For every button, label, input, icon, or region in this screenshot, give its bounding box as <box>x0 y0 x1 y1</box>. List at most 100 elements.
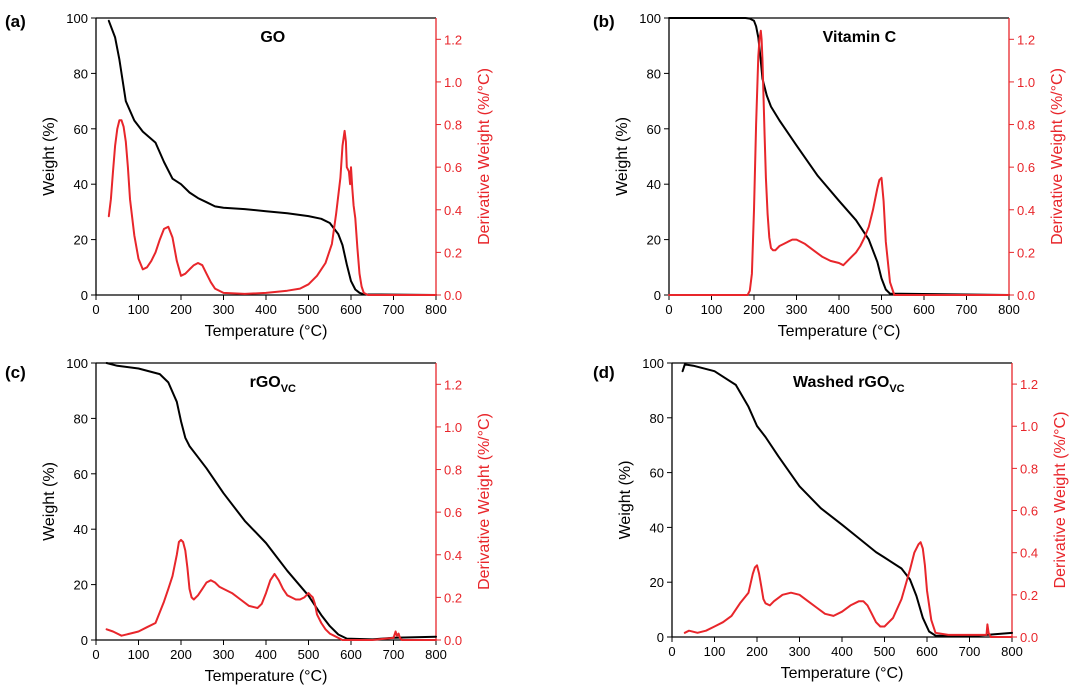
x-tick-label: 700 <box>383 647 405 662</box>
x-axis-title: Temperature (°C) <box>205 668 328 685</box>
y-left-tick-label: 60 <box>647 122 661 137</box>
y-left-tick-label: 40 <box>74 177 88 192</box>
y-left-tick-label: 40 <box>650 520 664 535</box>
x-tick-label: 300 <box>213 647 235 662</box>
y-left-tick-label: 100 <box>642 356 664 371</box>
chart-title-subscript: VC <box>889 383 904 395</box>
y-right-tick-label: 0.8 <box>444 463 462 478</box>
x-tick-label: 200 <box>170 302 192 317</box>
x-tick-label: 600 <box>916 644 938 659</box>
x-tick-label: 200 <box>170 647 192 662</box>
x-tick-label: 400 <box>255 302 277 317</box>
y-left-tick-label: 0 <box>654 288 661 303</box>
y-left-tick-label: 80 <box>74 66 88 81</box>
x-tick-label: 600 <box>913 302 935 317</box>
y-left-axis-title: Weight (%) <box>41 462 58 541</box>
y-right-tick-label: 0.4 <box>444 548 462 563</box>
y-left-tick-label: 40 <box>74 522 88 537</box>
x-tick-label: 400 <box>831 644 853 659</box>
y-left-tick-label: 0 <box>81 288 88 303</box>
x-tick-label: 500 <box>874 644 896 659</box>
y-left-tick-label: 80 <box>650 411 664 426</box>
y-right-axis-title: Derivative Weight (%/°C) <box>1049 68 1066 245</box>
y-right-tick-label: 0.8 <box>1017 118 1035 133</box>
chart-title: Washed rGOVC <box>793 374 905 395</box>
x-tick-label: 500 <box>871 302 893 317</box>
x-axis-title: Temperature (°C) <box>781 665 904 682</box>
x-tick-label: 200 <box>746 644 768 659</box>
y-right-tick-label: 0.4 <box>1017 203 1035 218</box>
x-tick-label: 600 <box>340 302 362 317</box>
y-right-tick-label: 1.0 <box>444 420 462 435</box>
y-left-axis-title: Weight (%) <box>617 461 634 540</box>
y-right-tick-label: 1.2 <box>444 377 462 392</box>
y-right-tick-label: 0.2 <box>1017 245 1035 260</box>
x-axis-title: Temperature (°C) <box>778 323 901 340</box>
x-tick-label: 100 <box>701 302 723 317</box>
y-right-tick-label: 0.0 <box>1017 288 1035 303</box>
y-right-axis-title: Derivative Weight (%/°C) <box>1052 412 1069 589</box>
panel-label: (a) <box>5 12 26 31</box>
panel-b: (b) 0 100 200 300 400 500 600 700 800 0 20 40 60 80 100… <box>593 11 1066 340</box>
y-left-tick-label: 80 <box>647 66 661 81</box>
chart-title: GO <box>260 29 285 46</box>
y-left-tick-label: 20 <box>74 233 88 248</box>
chart-title: Vitamin C <box>823 29 897 46</box>
x-tick-label: 700 <box>383 302 405 317</box>
y-left-tick-label: 20 <box>647 233 661 248</box>
y-right-tick-label: 0.2 <box>444 590 462 605</box>
panel-d: (d) 0 100 200 300 400 500 600 700 800 0 20 40 60 80 100… <box>593 356 1069 682</box>
chart-title-main: Vitamin C <box>823 29 897 46</box>
y-left-tick-label: 60 <box>74 467 88 482</box>
y-right-tick-label: 0.0 <box>1020 630 1038 645</box>
x-tick-label: 500 <box>298 647 320 662</box>
y-left-axis-title: Weight (%) <box>41 117 58 196</box>
y-right-tick-label: 1.2 <box>444 32 462 47</box>
weight-line <box>681 363 1013 638</box>
panel-label: (c) <box>5 363 26 382</box>
chart-title-main: rGO <box>250 374 281 391</box>
x-tick-label: 800 <box>425 647 447 662</box>
x-tick-label: 0 <box>668 644 675 659</box>
panel-label: (d) <box>593 363 615 382</box>
y-right-tick-label: 0.4 <box>444 203 462 218</box>
y-right-tick-label: 0.2 <box>1020 588 1038 603</box>
y-right-tick-label: 0.2 <box>444 245 462 260</box>
x-tick-label: 300 <box>786 302 808 317</box>
y-right-tick-label: 1.0 <box>1017 75 1035 90</box>
y-right-tick-label: 0.6 <box>444 160 462 175</box>
derivative-weight-line <box>668 29 1010 296</box>
y-right-tick-label: 0.0 <box>444 288 462 303</box>
y-left-tick-label: 100 <box>66 11 88 26</box>
x-tick-label: 800 <box>1001 644 1023 659</box>
y-right-tick-label: 1.0 <box>444 75 462 90</box>
chart-title-main: Washed rGO <box>793 374 889 391</box>
panel-a: (a) 0 100 200 300 400 500 600 700 800 0 20 40 60 80 100… <box>5 11 493 340</box>
weight-line <box>107 19 437 296</box>
y-right-tick-label: 0.6 <box>1017 160 1035 175</box>
y-right-tick-label: 1.2 <box>1020 377 1038 392</box>
derivative-weight-line <box>105 538 437 641</box>
x-tick-label: 400 <box>255 647 277 662</box>
y-left-tick-label: 40 <box>647 177 661 192</box>
y-right-tick-label: 1.2 <box>1017 32 1035 47</box>
x-tick-label: 800 <box>998 302 1020 317</box>
x-tick-label: 400 <box>828 302 850 317</box>
x-axis-title: Temperature (°C) <box>205 323 328 340</box>
x-tick-label: 200 <box>743 302 765 317</box>
y-left-tick-label: 20 <box>74 578 88 593</box>
y-right-axis-title: Derivative Weight (%/°C) <box>476 68 493 245</box>
panel-label: (b) <box>593 12 615 31</box>
y-right-tick-label: 0.0 <box>444 633 462 648</box>
derivative-weight-line <box>107 119 437 296</box>
x-tick-label: 0 <box>92 647 99 662</box>
y-right-tick-label: 1.0 <box>1020 419 1038 434</box>
y-left-tick-label: 60 <box>74 122 88 137</box>
x-tick-label: 100 <box>128 647 150 662</box>
y-right-tick-label: 0.8 <box>444 118 462 133</box>
y-left-tick-label: 0 <box>81 633 88 648</box>
x-tick-label: 100 <box>704 644 726 659</box>
y-left-tick-label: 80 <box>74 411 88 426</box>
x-tick-label: 600 <box>340 647 362 662</box>
